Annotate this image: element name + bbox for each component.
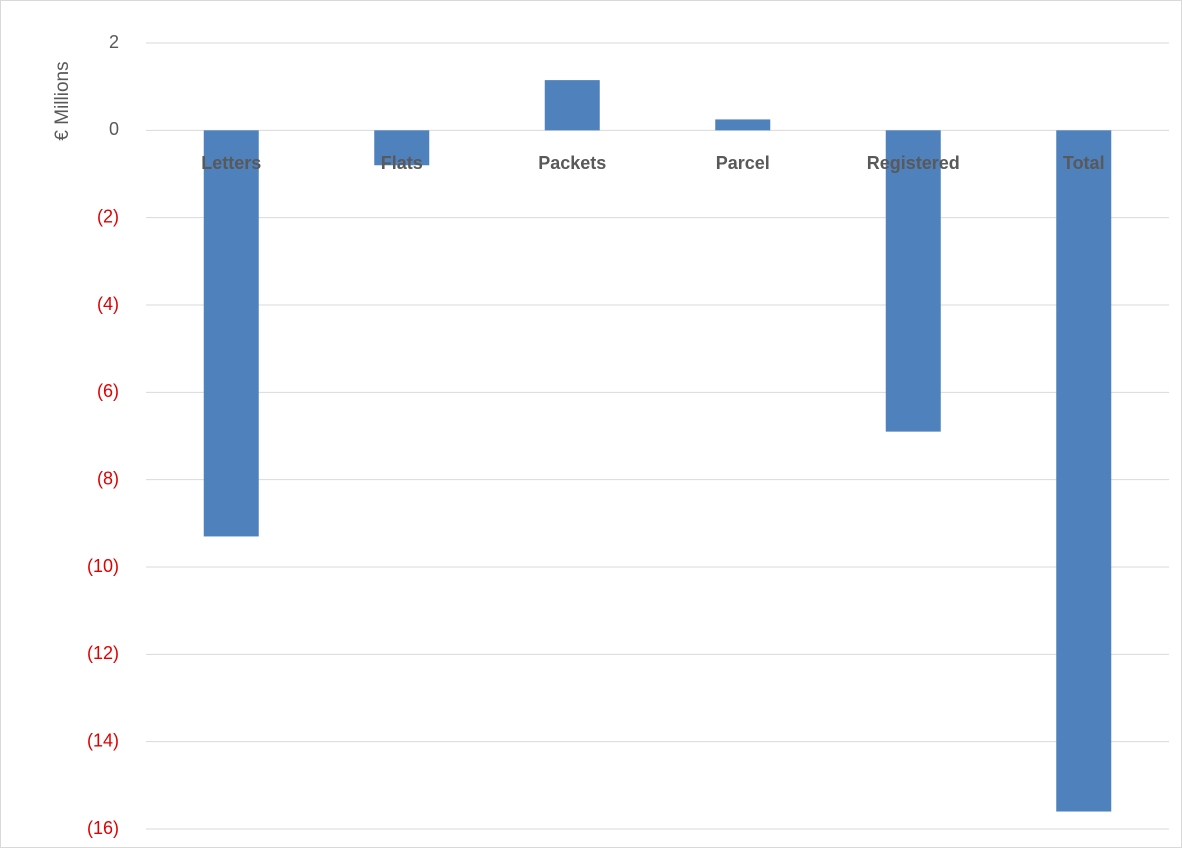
y-tick-label: (14) (87, 730, 119, 750)
y-tick-label: (16) (87, 818, 119, 838)
bar-letters (203, 130, 259, 537)
y-tick-label: 2 (109, 32, 119, 52)
category-labels: Letters Flats Packets Parcel Registered Total (201, 153, 1104, 173)
bar-parcel (715, 119, 771, 131)
y-axis-ticks: 2 0 (2) (4) (6) (8) (10) (12) (14) (16) (87, 32, 119, 838)
category-label-letters: Letters (201, 153, 261, 173)
bar-flats (374, 130, 430, 166)
y-tick-label: 0 (109, 119, 119, 139)
category-label-registered: Registered (867, 153, 960, 173)
y-tick-label: (4) (97, 294, 119, 314)
y-tick-label: (12) (87, 643, 119, 663)
bar-registered (885, 130, 941, 432)
bar-total (1056, 130, 1112, 812)
gridlines (146, 42, 1169, 830)
category-label-total: Total (1063, 153, 1105, 173)
category-label-packets: Packets (538, 153, 606, 173)
category-label-parcel: Parcel (716, 153, 770, 173)
category-label-flats: Flats (381, 153, 423, 173)
y-axis-title: € Millions (52, 61, 73, 140)
y-tick-label: (10) (87, 556, 119, 576)
y-tick-label: (2) (97, 206, 119, 226)
y-tick-label: (6) (97, 381, 119, 401)
y-tick-label: (8) (97, 468, 119, 488)
bars (203, 80, 1112, 812)
bar-packets (544, 80, 600, 131)
